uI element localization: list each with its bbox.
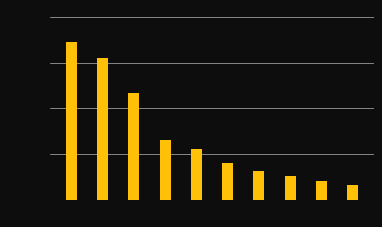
Bar	[347, 185, 358, 200]
Bar	[222, 164, 233, 200]
Bar	[128, 93, 139, 200]
Bar	[316, 181, 327, 200]
Bar	[66, 43, 77, 200]
Bar	[97, 59, 108, 200]
Bar	[285, 176, 296, 200]
Bar	[160, 140, 171, 200]
Bar	[253, 172, 264, 200]
Bar	[191, 150, 202, 200]
